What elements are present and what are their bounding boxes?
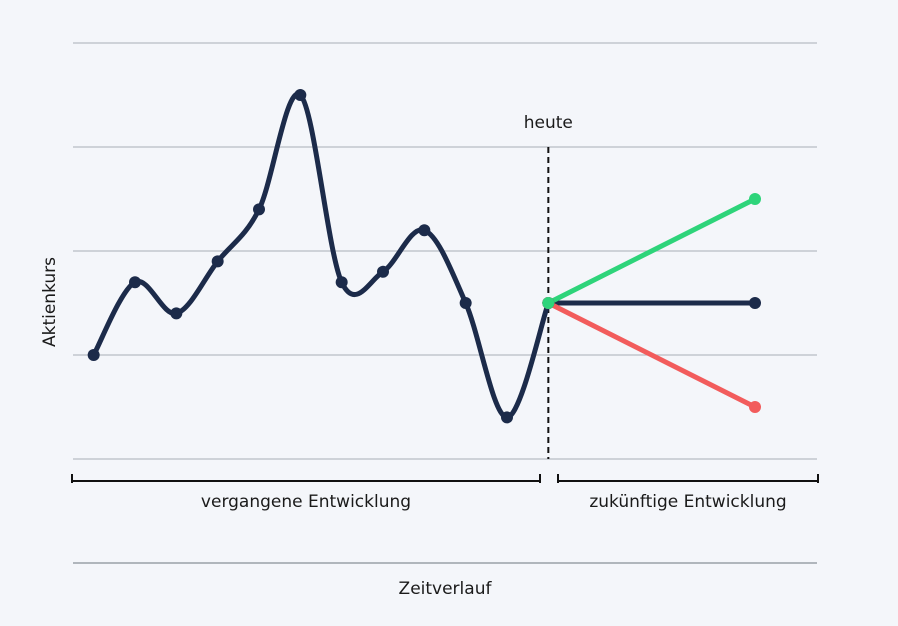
data-point: [87, 349, 100, 361]
data-point: [253, 203, 265, 216]
data-point: [335, 276, 348, 289]
data-point: [501, 411, 513, 424]
data-point: [129, 276, 141, 289]
data-point: [749, 193, 761, 205]
y-axis-label: Aktienkurs: [40, 257, 60, 347]
bracket: [71, 474, 541, 483]
data-point: [377, 265, 389, 278]
series-line: [91, 91, 551, 420]
data-point: [211, 255, 224, 268]
bracket-label: vergangene Entwicklung: [201, 492, 411, 512]
bracket: [557, 474, 819, 483]
data-point: [749, 297, 761, 309]
data-point: [170, 307, 183, 320]
data-point: [542, 297, 555, 309]
series-line: [545, 300, 758, 410]
data-point: [294, 89, 307, 101]
data-point: [749, 401, 761, 413]
data-point: [459, 297, 472, 309]
series-line: [545, 196, 758, 306]
x-axis-label: Zeitverlauf: [399, 579, 493, 599]
data-point: [418, 224, 431, 237]
bracket-label: zukünftige Entwicklung: [589, 492, 786, 512]
today-label: heute: [524, 113, 573, 133]
